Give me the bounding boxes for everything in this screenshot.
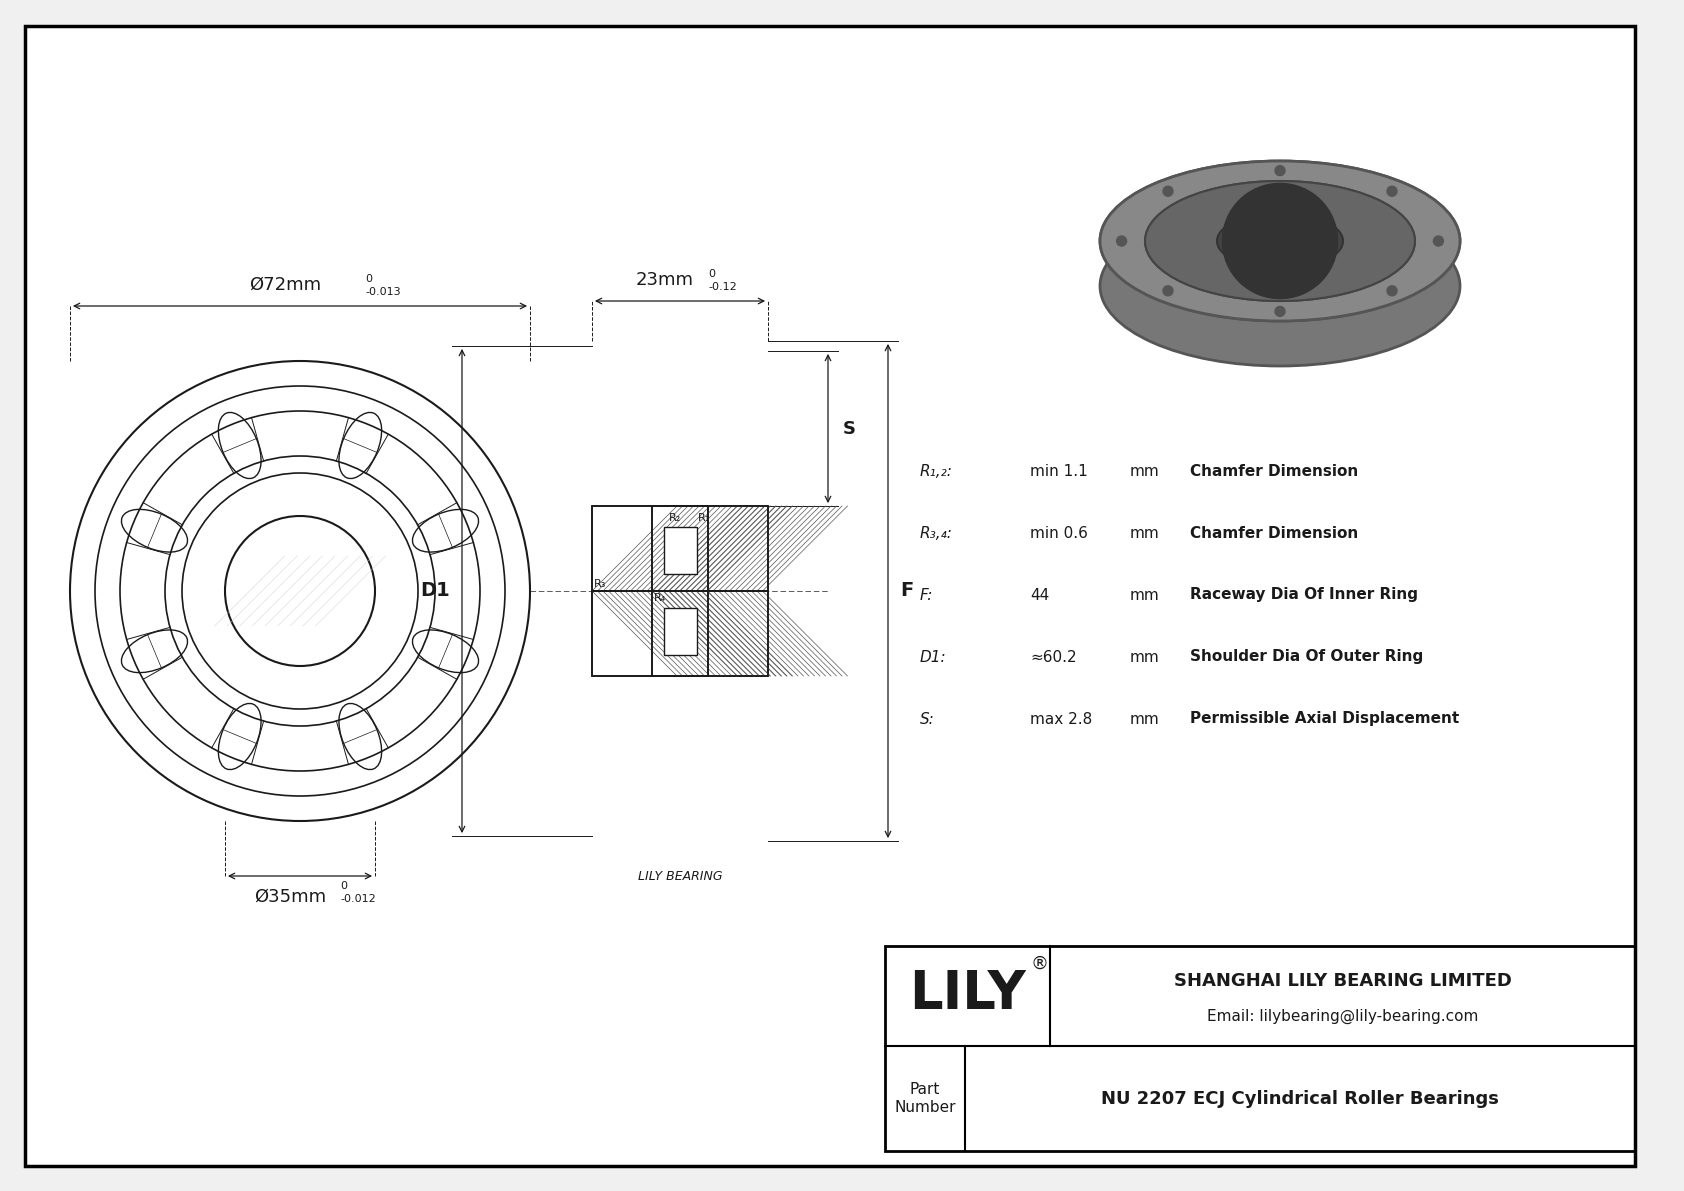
Text: mm: mm xyxy=(1130,463,1160,479)
Circle shape xyxy=(1275,166,1285,175)
Text: SHANGHAI LILY BEARING LIMITED: SHANGHAI LILY BEARING LIMITED xyxy=(1174,972,1512,990)
Text: R₃: R₃ xyxy=(594,579,606,590)
Text: Raceway Dia Of Inner Ring: Raceway Dia Of Inner Ring xyxy=(1191,587,1418,603)
Text: R₁: R₁ xyxy=(697,513,711,523)
Ellipse shape xyxy=(1100,161,1460,322)
Ellipse shape xyxy=(1145,181,1415,301)
Text: LILY: LILY xyxy=(909,968,1026,1019)
Ellipse shape xyxy=(1145,181,1415,301)
Text: Chamfer Dimension: Chamfer Dimension xyxy=(1191,525,1359,541)
Text: R₃,₄:: R₃,₄: xyxy=(919,525,953,541)
Circle shape xyxy=(1388,186,1398,197)
Text: LILY BEARING: LILY BEARING xyxy=(638,869,722,883)
Text: Chamfer Dimension: Chamfer Dimension xyxy=(1191,463,1359,479)
Ellipse shape xyxy=(1100,161,1460,322)
FancyBboxPatch shape xyxy=(25,26,1635,1166)
Text: ®: ® xyxy=(1031,955,1049,973)
Bar xyxy=(652,591,707,676)
Text: F: F xyxy=(899,581,913,600)
Text: mm: mm xyxy=(1130,587,1160,603)
Text: 0: 0 xyxy=(340,881,347,891)
Text: NU 2207 ECJ Cylindrical Roller Bearings: NU 2207 ECJ Cylindrical Roller Bearings xyxy=(1101,1090,1499,1108)
Text: ≈60.2: ≈60.2 xyxy=(1031,649,1076,665)
Bar xyxy=(593,506,768,591)
Bar xyxy=(652,591,707,676)
Ellipse shape xyxy=(1218,213,1344,269)
Circle shape xyxy=(1388,286,1398,295)
Text: 44: 44 xyxy=(1031,587,1049,603)
Text: 23mm: 23mm xyxy=(637,272,694,289)
Bar xyxy=(886,946,1635,1151)
Text: Ø72mm: Ø72mm xyxy=(249,276,322,294)
Text: Shoulder Dia Of Outer Ring: Shoulder Dia Of Outer Ring xyxy=(1191,649,1423,665)
Ellipse shape xyxy=(1100,206,1460,366)
Circle shape xyxy=(1433,236,1443,247)
Bar xyxy=(663,607,697,655)
Text: mm: mm xyxy=(1130,525,1160,541)
Text: -0.012: -0.012 xyxy=(340,894,376,904)
Bar xyxy=(652,506,707,591)
Circle shape xyxy=(1164,286,1174,295)
Text: R₄: R₄ xyxy=(653,593,667,603)
Bar xyxy=(593,591,768,676)
Bar xyxy=(652,506,707,591)
Text: F:: F: xyxy=(919,587,933,603)
Text: R₂: R₂ xyxy=(669,513,680,523)
Circle shape xyxy=(1223,183,1337,299)
Circle shape xyxy=(1275,306,1285,317)
Circle shape xyxy=(1116,236,1127,247)
Bar xyxy=(593,506,768,591)
Circle shape xyxy=(1164,186,1174,197)
Text: mm: mm xyxy=(1130,649,1160,665)
Text: -0.12: -0.12 xyxy=(707,282,738,292)
Text: D1:: D1: xyxy=(919,649,946,665)
Text: max 2.8: max 2.8 xyxy=(1031,711,1093,727)
Text: D1: D1 xyxy=(421,581,450,600)
Bar xyxy=(663,528,697,574)
Text: Part
Number: Part Number xyxy=(894,1083,957,1115)
Text: min 0.6: min 0.6 xyxy=(1031,525,1088,541)
Text: mm: mm xyxy=(1130,711,1160,727)
Text: S:: S: xyxy=(919,711,935,727)
Text: S: S xyxy=(844,419,855,437)
Text: 0: 0 xyxy=(707,269,716,279)
Text: Permissible Axial Displacement: Permissible Axial Displacement xyxy=(1191,711,1460,727)
Bar xyxy=(593,591,768,676)
Text: R₁,₂:: R₁,₂: xyxy=(919,463,953,479)
Text: -0.013: -0.013 xyxy=(365,287,401,297)
Text: Email: lilybearing@lily-bearing.com: Email: lilybearing@lily-bearing.com xyxy=(1207,1009,1479,1023)
Text: 0: 0 xyxy=(365,274,372,283)
Text: min 1.1: min 1.1 xyxy=(1031,463,1088,479)
Text: Ø35mm: Ø35mm xyxy=(254,888,327,906)
